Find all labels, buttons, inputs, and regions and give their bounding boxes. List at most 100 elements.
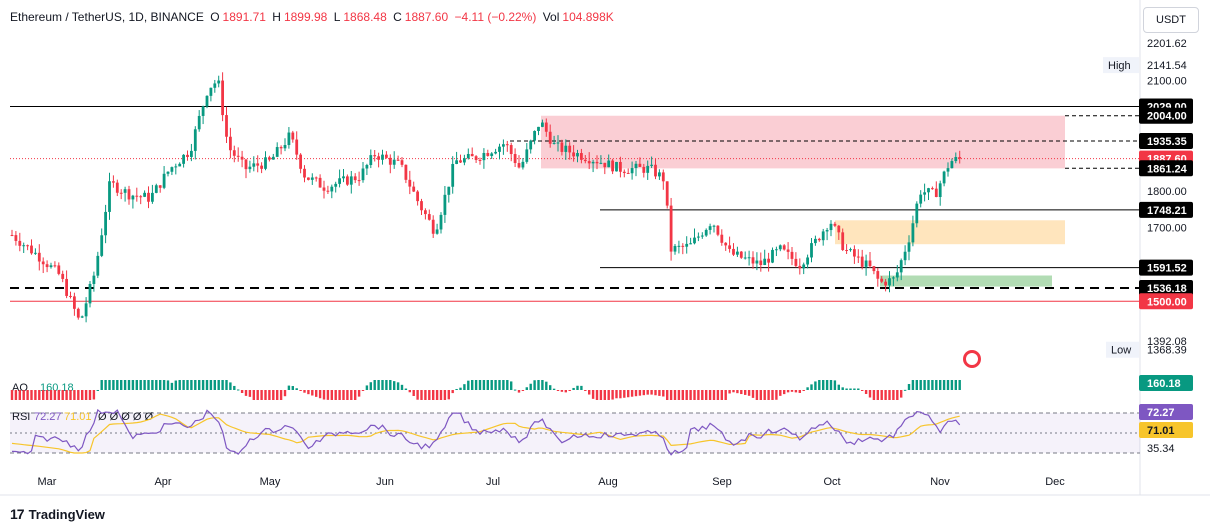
ao-bar (260, 390, 263, 400)
ao-bar (771, 390, 774, 400)
candle-body (447, 186, 451, 195)
ao-bar (361, 390, 365, 391)
ao-bar (198, 380, 201, 390)
candle-body (736, 251, 739, 255)
tradingview-logo-icon: 17 (10, 506, 25, 522)
ao-bar (45, 390, 49, 400)
ao-bar (853, 388, 856, 390)
candle-body (221, 80, 224, 116)
candle-body (334, 183, 338, 187)
candle-body (895, 272, 899, 278)
ao-bar (724, 390, 727, 400)
open-value: 1891.71 (222, 10, 266, 24)
ao-bar (845, 388, 848, 390)
ao-bar (810, 384, 813, 390)
green-demand-zone (880, 275, 1052, 287)
candle-body (108, 181, 111, 212)
candle-body (260, 165, 263, 169)
candle-body (353, 176, 357, 181)
candle-body (548, 131, 552, 144)
ao-bar (435, 390, 439, 400)
candle-body (611, 160, 614, 172)
ao-bar (354, 390, 357, 400)
ao-bar (237, 389, 240, 391)
time-axis-label: Dec (1045, 476, 1065, 488)
ao-bar (517, 390, 521, 393)
candle-body (537, 126, 540, 131)
candle-body (958, 157, 962, 159)
candle-body (451, 163, 455, 187)
ao-bar (584, 390, 587, 391)
candle-body (373, 155, 377, 157)
candle-body (131, 195, 135, 200)
ao-bar (822, 380, 825, 390)
symbol-title[interactable]: Ethereum / TetherUS, 1D, BINANCE (10, 10, 204, 24)
ao-bar (568, 390, 571, 391)
candle-body (361, 168, 365, 181)
currency-button[interactable]: USDT (1143, 7, 1199, 33)
tradingview-logo[interactable]: 17 TradingView (10, 506, 105, 522)
time-axis-label: Mar (38, 476, 57, 488)
candle-body (205, 95, 209, 107)
candle-body (814, 238, 817, 244)
candle-body (439, 214, 443, 230)
candle-body (330, 186, 334, 192)
ao-bar (385, 380, 388, 390)
candle-body (677, 245, 681, 247)
ao-bar (864, 390, 868, 394)
candle-body (708, 226, 712, 230)
ao-bar (673, 390, 677, 400)
ao-bar (537, 380, 540, 390)
candle-body (53, 265, 57, 267)
ao-bar (279, 390, 283, 400)
candle-body (591, 161, 595, 164)
ao-bar (712, 390, 716, 400)
ao-bar (104, 380, 107, 390)
candle-body (201, 106, 205, 116)
ao-bar (927, 380, 930, 390)
change-value: −4.11 (−0.22%) (454, 10, 537, 24)
time-axis-label: Aug (598, 476, 618, 488)
ao-bar (57, 390, 60, 400)
ao-bar (900, 390, 903, 398)
ao-bar (443, 390, 447, 400)
ao-bar (642, 390, 645, 396)
candle-body (314, 177, 318, 179)
ao-bar (10, 390, 14, 400)
time-axis-label: May (260, 476, 281, 488)
ao-bar (638, 390, 642, 396)
chart-header: Ethereum / TetherUS, 1D, BINANCE O 1891.7… (10, 10, 617, 24)
ao-bar (857, 388, 860, 390)
ao-bar (728, 390, 731, 394)
ao-bar (939, 380, 942, 390)
candle-body (14, 235, 18, 241)
candle-body (716, 225, 720, 235)
ao-bar (751, 390, 755, 398)
candle-body (790, 251, 794, 259)
level-badge-text: 1500.00 (1147, 296, 1187, 308)
ao-bar (369, 382, 372, 390)
candle-body (271, 156, 275, 160)
candle-body (162, 173, 166, 188)
ao-bar (159, 380, 162, 390)
ao-bar (225, 380, 228, 390)
ao-bar (205, 380, 209, 390)
ao-bar (334, 390, 337, 400)
candle-body (642, 166, 646, 173)
candle-body (720, 234, 724, 243)
time-axis-label: Nov (930, 476, 950, 488)
ao-bar (451, 390, 454, 394)
candle-body (310, 177, 314, 180)
candle-body (482, 152, 486, 161)
candle-body (143, 192, 146, 197)
time-axis-label: Sep (712, 476, 732, 488)
candle-body (80, 316, 84, 318)
ao-bar (560, 390, 564, 392)
ao-bar (162, 380, 166, 390)
candle-body (595, 161, 599, 164)
ao-bar (14, 390, 18, 400)
candle-body (295, 139, 299, 155)
ao-bar (459, 387, 462, 390)
candle-body (915, 203, 919, 224)
